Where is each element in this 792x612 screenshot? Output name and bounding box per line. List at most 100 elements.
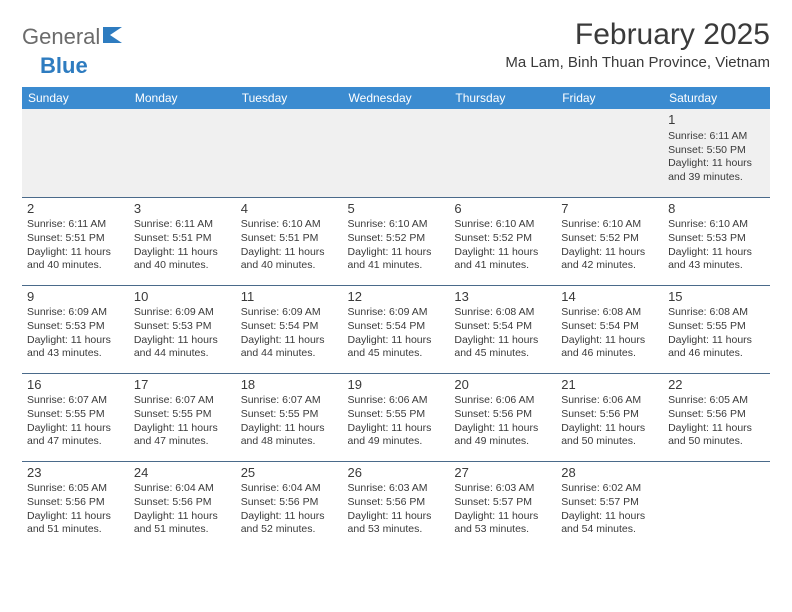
day-cell: 20Sunrise: 6:06 AMSunset: 5:56 PMDayligh… [449, 373, 556, 461]
day-cell: 14Sunrise: 6:08 AMSunset: 5:54 PMDayligh… [556, 285, 663, 373]
day-info: Sunrise: 6:10 AMSunset: 5:51 PMDaylight:… [241, 218, 338, 273]
day-number: 21 [561, 377, 658, 394]
day-cell: 19Sunrise: 6:06 AMSunset: 5:55 PMDayligh… [343, 373, 450, 461]
day-info: Sunrise: 6:07 AMSunset: 5:55 PMDaylight:… [27, 394, 124, 449]
day-cell: 28Sunrise: 6:02 AMSunset: 5:57 PMDayligh… [556, 461, 663, 549]
day-cell: 22Sunrise: 6:05 AMSunset: 5:56 PMDayligh… [663, 373, 770, 461]
day-info: Sunrise: 6:08 AMSunset: 5:54 PMDaylight:… [454, 306, 551, 361]
empty-cell [449, 109, 556, 197]
week-row: 2Sunrise: 6:11 AMSunset: 5:51 PMDaylight… [22, 197, 770, 285]
day-header: Monday [129, 87, 236, 109]
day-info: Sunrise: 6:08 AMSunset: 5:54 PMDaylight:… [561, 306, 658, 361]
day-info: Sunrise: 6:11 AMSunset: 5:51 PMDaylight:… [134, 218, 231, 273]
flag-icon [102, 26, 124, 49]
day-info: Sunrise: 6:08 AMSunset: 5:55 PMDaylight:… [668, 306, 765, 361]
day-cell: 8Sunrise: 6:10 AMSunset: 5:53 PMDaylight… [663, 197, 770, 285]
day-number: 15 [668, 289, 765, 306]
day-number: 7 [561, 201, 658, 218]
day-cell: 2Sunrise: 6:11 AMSunset: 5:51 PMDaylight… [22, 197, 129, 285]
day-cell: 3Sunrise: 6:11 AMSunset: 5:51 PMDaylight… [129, 197, 236, 285]
logo: General [22, 18, 126, 50]
day-number: 2 [27, 201, 124, 218]
day-number: 8 [668, 201, 765, 218]
day-info: Sunrise: 6:11 AMSunset: 5:51 PMDaylight:… [27, 218, 124, 273]
day-cell: 1Sunrise: 6:11 AMSunset: 5:50 PMDaylight… [663, 109, 770, 197]
day-number: 24 [134, 465, 231, 482]
day-number: 6 [454, 201, 551, 218]
day-info: Sunrise: 6:10 AMSunset: 5:52 PMDaylight:… [561, 218, 658, 273]
day-cell: 23Sunrise: 6:05 AMSunset: 5:56 PMDayligh… [22, 461, 129, 549]
day-info: Sunrise: 6:10 AMSunset: 5:52 PMDaylight:… [348, 218, 445, 273]
week-row: 9Sunrise: 6:09 AMSunset: 5:53 PMDaylight… [22, 285, 770, 373]
day-number: 22 [668, 377, 765, 394]
day-cell: 26Sunrise: 6:03 AMSunset: 5:56 PMDayligh… [343, 461, 450, 549]
day-info: Sunrise: 6:04 AMSunset: 5:56 PMDaylight:… [241, 482, 338, 537]
month-title: February 2025 [505, 18, 770, 52]
day-cell: 11Sunrise: 6:09 AMSunset: 5:54 PMDayligh… [236, 285, 343, 373]
day-cell: 17Sunrise: 6:07 AMSunset: 5:55 PMDayligh… [129, 373, 236, 461]
day-number: 17 [134, 377, 231, 394]
calendar-body: 1Sunrise: 6:11 AMSunset: 5:50 PMDaylight… [22, 109, 770, 549]
day-info: Sunrise: 6:04 AMSunset: 5:56 PMDaylight:… [134, 482, 231, 537]
empty-cell [236, 109, 343, 197]
day-cell: 25Sunrise: 6:04 AMSunset: 5:56 PMDayligh… [236, 461, 343, 549]
day-number: 23 [27, 465, 124, 482]
day-number: 4 [241, 201, 338, 218]
day-info: Sunrise: 6:10 AMSunset: 5:53 PMDaylight:… [668, 218, 765, 273]
day-number: 14 [561, 289, 658, 306]
day-cell: 10Sunrise: 6:09 AMSunset: 5:53 PMDayligh… [129, 285, 236, 373]
empty-cell [22, 109, 129, 197]
day-number: 19 [348, 377, 445, 394]
day-number: 12 [348, 289, 445, 306]
logo-text-1: General [22, 24, 100, 50]
day-header: Thursday [449, 87, 556, 109]
week-row: 16Sunrise: 6:07 AMSunset: 5:55 PMDayligh… [22, 373, 770, 461]
day-info: Sunrise: 6:09 AMSunset: 5:53 PMDaylight:… [134, 306, 231, 361]
day-header: Sunday [22, 87, 129, 109]
day-info: Sunrise: 6:07 AMSunset: 5:55 PMDaylight:… [241, 394, 338, 449]
day-number: 20 [454, 377, 551, 394]
day-info: Sunrise: 6:06 AMSunset: 5:56 PMDaylight:… [454, 394, 551, 449]
day-cell: 6Sunrise: 6:10 AMSunset: 5:52 PMDaylight… [449, 197, 556, 285]
day-info: Sunrise: 6:11 AMSunset: 5:50 PMDaylight:… [668, 130, 765, 185]
day-header: Friday [556, 87, 663, 109]
day-info: Sunrise: 6:09 AMSunset: 5:54 PMDaylight:… [241, 306, 338, 361]
empty-cell [556, 109, 663, 197]
week-row: 23Sunrise: 6:05 AMSunset: 5:56 PMDayligh… [22, 461, 770, 549]
day-info: Sunrise: 6:05 AMSunset: 5:56 PMDaylight:… [668, 394, 765, 449]
day-number: 16 [27, 377, 124, 394]
day-cell: 9Sunrise: 6:09 AMSunset: 5:53 PMDaylight… [22, 285, 129, 373]
day-cell: 4Sunrise: 6:10 AMSunset: 5:51 PMDaylight… [236, 197, 343, 285]
empty-cell [129, 109, 236, 197]
day-number: 3 [134, 201, 231, 218]
day-info: Sunrise: 6:07 AMSunset: 5:55 PMDaylight:… [134, 394, 231, 449]
day-info: Sunrise: 6:06 AMSunset: 5:56 PMDaylight:… [561, 394, 658, 449]
day-number: 28 [561, 465, 658, 482]
day-cell: 27Sunrise: 6:03 AMSunset: 5:57 PMDayligh… [449, 461, 556, 549]
empty-cell [343, 109, 450, 197]
day-cell: 18Sunrise: 6:07 AMSunset: 5:55 PMDayligh… [236, 373, 343, 461]
day-number: 13 [454, 289, 551, 306]
day-cell: 12Sunrise: 6:09 AMSunset: 5:54 PMDayligh… [343, 285, 450, 373]
day-header-row: SundayMondayTuesdayWednesdayThursdayFrid… [22, 87, 770, 109]
day-info: Sunrise: 6:03 AMSunset: 5:56 PMDaylight:… [348, 482, 445, 537]
calendar-table: SundayMondayTuesdayWednesdayThursdayFrid… [22, 87, 770, 549]
day-info: Sunrise: 6:09 AMSunset: 5:53 PMDaylight:… [27, 306, 124, 361]
day-cell: 5Sunrise: 6:10 AMSunset: 5:52 PMDaylight… [343, 197, 450, 285]
day-cell: 13Sunrise: 6:08 AMSunset: 5:54 PMDayligh… [449, 285, 556, 373]
day-header: Tuesday [236, 87, 343, 109]
week-row: 1Sunrise: 6:11 AMSunset: 5:50 PMDaylight… [22, 109, 770, 197]
day-number: 25 [241, 465, 338, 482]
day-number: 26 [348, 465, 445, 482]
day-cell: 7Sunrise: 6:10 AMSunset: 5:52 PMDaylight… [556, 197, 663, 285]
day-number: 9 [27, 289, 124, 306]
day-header: Saturday [663, 87, 770, 109]
day-info: Sunrise: 6:10 AMSunset: 5:52 PMDaylight:… [454, 218, 551, 273]
day-cell: 24Sunrise: 6:04 AMSunset: 5:56 PMDayligh… [129, 461, 236, 549]
logo-text-2: Blue [40, 53, 88, 78]
day-number: 27 [454, 465, 551, 482]
day-cell: 16Sunrise: 6:07 AMSunset: 5:55 PMDayligh… [22, 373, 129, 461]
day-info: Sunrise: 6:02 AMSunset: 5:57 PMDaylight:… [561, 482, 658, 537]
empty-cell [663, 461, 770, 549]
day-number: 18 [241, 377, 338, 394]
